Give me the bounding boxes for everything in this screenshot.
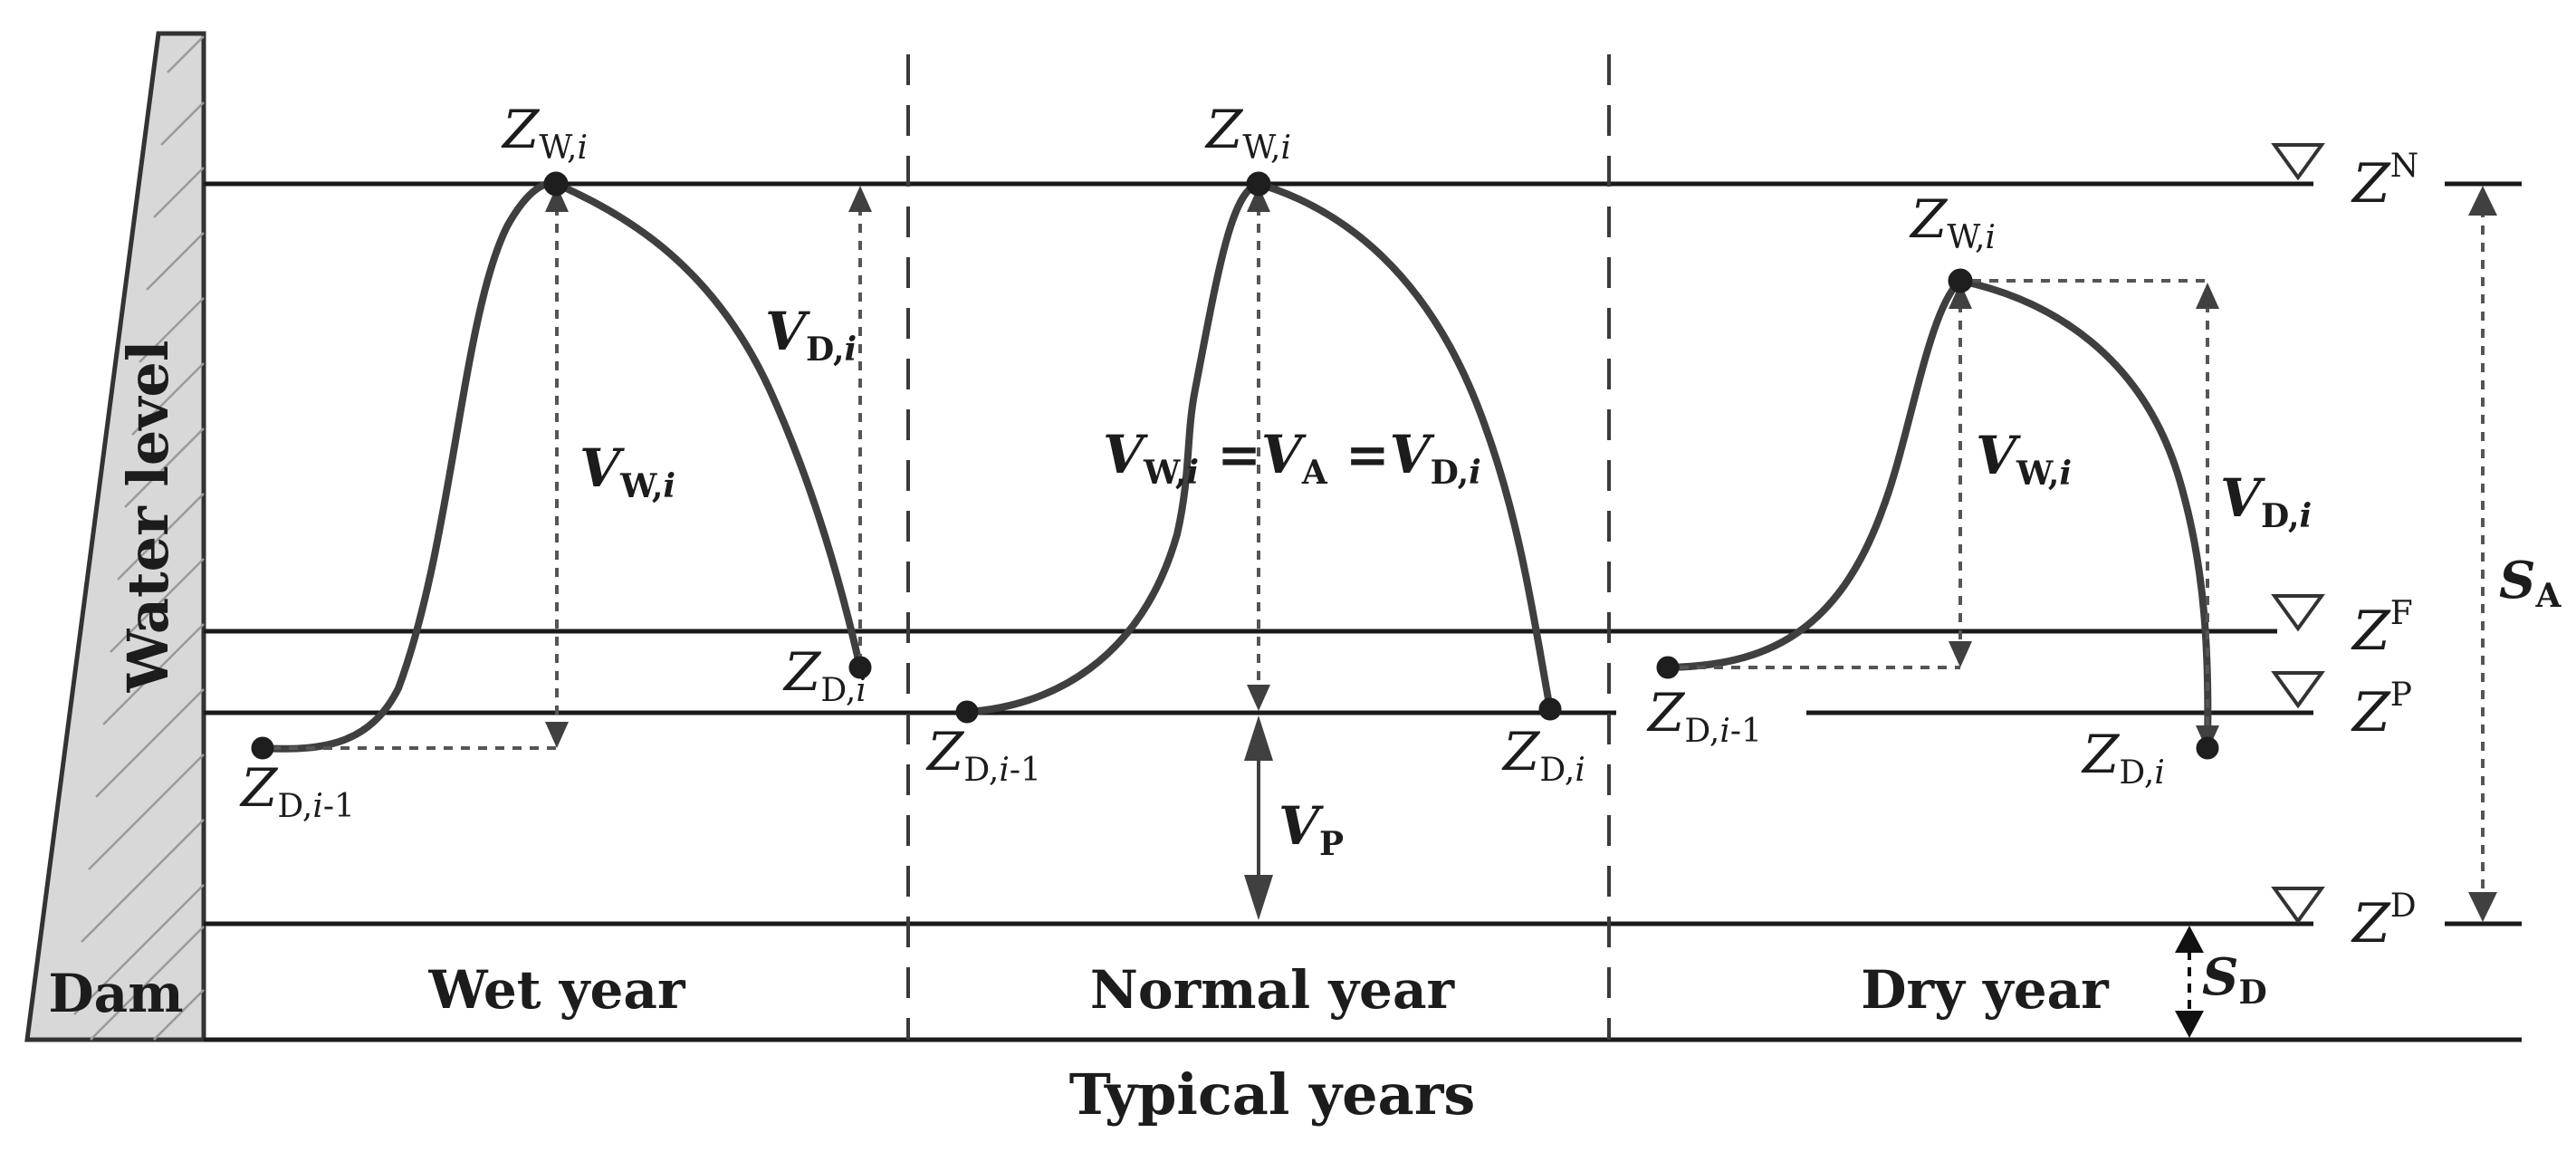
normal-year-vw-arrowhead-down bbox=[1247, 685, 1270, 711]
normal-year-zw-point bbox=[1246, 171, 1271, 197]
wet-year-vd-label: VD,i bbox=[765, 301, 857, 369]
wet-year-zd-label: ZD,i bbox=[782, 641, 867, 709]
normal-year-vp-arrowhead-down bbox=[1244, 875, 1273, 920]
normal-year-zd-prev-point bbox=[955, 700, 979, 724]
section-label-wet: Wet year bbox=[427, 959, 685, 1021]
level-label-normal: ZN bbox=[2351, 148, 2418, 216]
dry-year-zd-prev-label: ZD,i-1 bbox=[1646, 682, 1762, 750]
normal-year-curve bbox=[963, 179, 1554, 715]
dry-year-zd-point bbox=[2196, 736, 2219, 760]
dry-year-curve bbox=[1664, 276, 2212, 752]
normal-year-zd-point bbox=[1538, 697, 1562, 721]
dry-year-vw-arrowhead-up bbox=[1949, 283, 1972, 309]
x-axis-label: Typical years bbox=[1069, 1061, 1476, 1128]
wet-year-zd-prev-label: ZD,i-1 bbox=[239, 757, 355, 825]
active-storage-arrowhead-up bbox=[2468, 186, 2497, 216]
active-storage-arrowhead-down bbox=[2468, 892, 2497, 922]
dry-year-zw-point bbox=[1948, 268, 1973, 293]
active-storage-label: SA bbox=[2499, 551, 2562, 615]
wet-year-zd-point bbox=[848, 656, 872, 679]
dry-year-zd-prev-point bbox=[1656, 656, 1680, 679]
wet-year-zw-label: ZW,i bbox=[501, 99, 588, 167]
wet-year-vw-arrowhead-up bbox=[545, 186, 569, 212]
wet-year-vw-arrowhead-down bbox=[545, 722, 569, 748]
level-marker-normal bbox=[2271, 143, 2325, 181]
section-label-normal: Normal year bbox=[1090, 959, 1456, 1021]
wet-year-zw-point bbox=[543, 171, 569, 197]
dam-label: Dam bbox=[48, 963, 183, 1024]
dry-year-zd-label: ZD,i bbox=[2081, 724, 2165, 792]
dry-year-vw-arrowhead-down bbox=[1949, 641, 1972, 667]
dry-year-vd-arrowhead-up bbox=[2196, 283, 2219, 309]
wet-year-vd-arrowhead-up bbox=[848, 186, 872, 212]
y-axis-label: Water level bbox=[115, 341, 181, 694]
normal-year-vw-arrowhead-up bbox=[1247, 186, 1270, 212]
wet-year-zd-prev-point bbox=[251, 736, 274, 760]
normal-year-vp-arrowhead-up bbox=[1244, 715, 1273, 761]
level-marker-flood bbox=[2271, 594, 2325, 632]
wet-year-curve bbox=[259, 179, 864, 753]
level-label-dead: ZD bbox=[2351, 888, 2417, 955]
dry-year-vd-label: VD,i bbox=[2220, 467, 2312, 535]
dead-storage-arrowhead-up bbox=[2175, 926, 2204, 953]
normal-year-zd-label: ZD,i bbox=[1501, 721, 1585, 789]
level-label-flood: ZF bbox=[2351, 595, 2413, 663]
level-marker-p bbox=[2271, 671, 2325, 709]
dam-hatching bbox=[73, 35, 205, 1041]
level-label-p: ZP bbox=[2351, 677, 2412, 744]
dead-storage-label: SD bbox=[2202, 947, 2267, 1012]
normal-year-equation-label: VW,i =VA =VD,i bbox=[1103, 424, 1481, 492]
dry-year-zw-label: ZW,i bbox=[1909, 188, 1996, 256]
normal-year-vp-label: VP bbox=[1278, 795, 1344, 863]
dead-storage-arrowhead-down bbox=[2175, 1011, 2204, 1038]
normal-year-zd-prev-label: ZD,i-1 bbox=[925, 721, 1041, 789]
wet-year-vw-label: VW,i bbox=[579, 437, 675, 505]
level-marker-dead bbox=[2271, 887, 2325, 925]
section-label-dry: Dry year bbox=[1861, 959, 2110, 1021]
dry-year-vw-label: VW,i bbox=[1976, 425, 2072, 493]
normal-year-zw-label: ZW,i bbox=[1204, 99, 1291, 167]
